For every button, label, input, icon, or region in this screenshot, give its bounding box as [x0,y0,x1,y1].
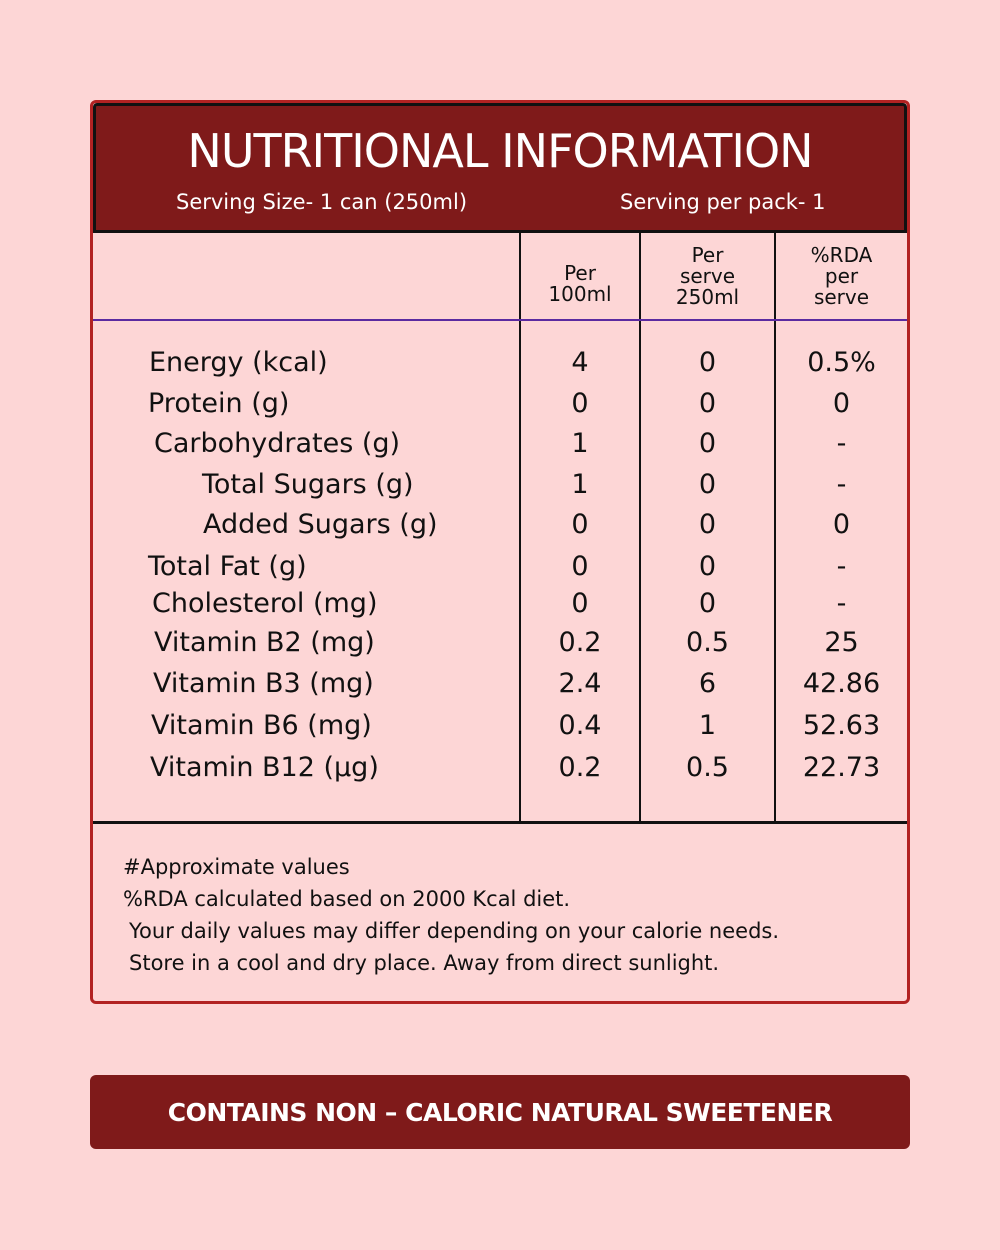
nutrient-value-perserve: 6 [698,668,717,699]
nutrient-label: Carbohydrates (g) [154,428,401,459]
nutrient-label: Vitamin B6 (mg) [151,710,372,741]
nutrient-value-per100: 1 [571,469,589,500]
footnote: Store in a cool and dry place. Away from… [129,951,720,975]
nutrient-label: Protein (g) [148,388,290,419]
column-header-line: 100ml [548,282,612,306]
nutrient-value-rda: 0 [832,509,851,540]
nutrient-label: Cholesterol (mg) [152,588,378,619]
nutrition-panel: NUTRITIONAL INFORMATION Serving Size- 1 … [90,100,910,1004]
column-divider [519,233,521,823]
nutrient-value-rda: - [836,551,847,582]
nutrient-value-per100: 2.4 [558,668,602,699]
serving-size: Serving Size- 1 can (250ml) [176,190,468,214]
page-title: NUTRITIONAL INFORMATION [187,124,813,178]
nutrition-table: Per 100ml Per serve 250ml %RDA per serve… [93,233,907,824]
nutrient-value-perserve: 0 [698,509,717,540]
table-bottom-divider [93,821,907,824]
nutrient-label: Energy (kcal) [149,347,328,378]
column-header-line: Per [564,261,596,285]
column-divider [774,233,776,823]
nutrient-value-rda: 42.86 [802,668,881,699]
nutrient-value-rda: - [836,428,847,459]
nutrient-value-rda: 0 [832,388,851,419]
column-divider [639,233,641,823]
nutrient-value-perserve: 0 [698,469,717,500]
serving-per-pack: Serving per pack- 1 [620,190,826,214]
nutrient-value-perserve: 0 [698,588,717,619]
nutrient-value-rda: - [836,588,847,619]
nutrient-value-rda: 22.73 [802,752,881,783]
header-divider [93,319,907,321]
nutrient-value-rda: 0.5% [807,347,876,378]
nutrient-label: Total Sugars (g) [202,469,414,500]
nutrient-value-per100: 4 [571,347,589,378]
nutrient-value-per100: 0 [571,388,589,419]
column-header-line: per [824,264,859,288]
nutrient-value-per100: 0.2 [558,627,602,658]
nutrient-value-rda: 52.63 [802,710,881,741]
column-header-rda: %RDA per serve [776,245,907,308]
nutrient-value-perserve: 0 [698,551,717,582]
nutrient-label: Added Sugars (g) [203,509,438,540]
nutrient-value-per100: 0 [571,588,589,619]
column-header-line: Per [691,243,724,267]
nutrient-value-perserve: 0.5 [686,627,729,658]
footnote: %RDA calculated based on 2000 Kcal diet. [123,887,571,911]
footnote: Your daily values may differ depending o… [129,919,780,943]
nutrient-value-perserve: 0 [698,428,717,459]
nutrient-value-per100: 0 [571,551,589,582]
nutrient-label: Vitamin B12 (µg) [150,752,379,783]
column-header-line: serve [679,264,736,288]
footnote: #Approximate values [123,855,350,879]
nutrient-value-per100: 0 [571,509,589,540]
sweetener-banner: CONTAINS NON – CALORIC NATURAL SWEETENER [90,1075,910,1149]
nutrient-value-perserve: 0 [698,388,717,419]
column-header-per-serve: Per serve 250ml [641,245,774,308]
nutrient-value-rda: - [836,469,847,500]
column-header-line: %RDA [810,243,873,267]
nutrient-value-rda: 25 [824,627,859,658]
nutrient-value-per100: 1 [571,428,589,459]
nutrient-value-per100: 0.4 [558,710,602,741]
column-header-per-100ml: Per 100ml [521,263,639,305]
nutrient-label: Vitamin B2 (mg) [154,627,375,658]
nutrient-value-perserve: 0.5 [686,752,729,783]
nutrient-label: Vitamin B3 (mg) [153,668,374,699]
column-header-line: serve [813,285,870,309]
nutrient-value-perserve: 0 [698,347,717,378]
nutrient-label: Total Fat (g) [148,551,307,582]
nutrient-value-perserve: 1 [698,710,717,741]
column-header-line: 250ml [675,285,740,309]
nutrient-value-per100: 0.2 [558,752,602,783]
panel-header: NUTRITIONAL INFORMATION Serving Size- 1 … [93,103,907,233]
footnotes: #Approximate values %RDA calculated base… [123,851,779,979]
